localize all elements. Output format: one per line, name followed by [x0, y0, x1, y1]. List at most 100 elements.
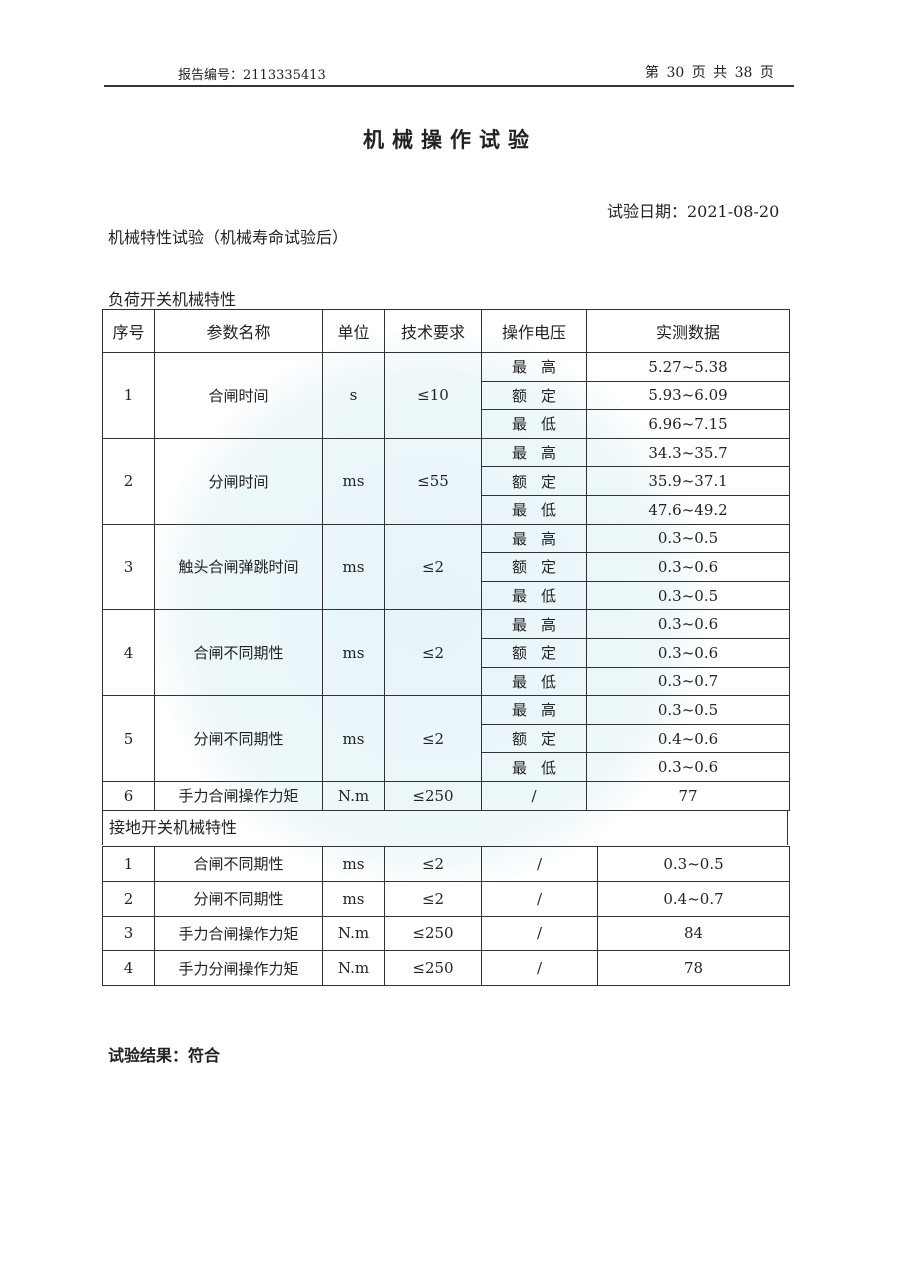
table-row: 5 分闸不同期性 ms ≤2 最高 0.3~0.5	[102, 695, 790, 782]
cell-name: 分闸不同期性	[154, 695, 323, 782]
cell-name: 手力合闸操作力矩	[154, 780, 323, 811]
column-header: 操作电压	[481, 309, 587, 353]
cell-voltage: 最高	[481, 609, 587, 639]
cell-name: 合闸不同期性	[154, 846, 323, 882]
cell-measured: 0.3~0.7	[586, 666, 790, 697]
table-row: 2 分闸时间 ms ≤55 最高 34.3~35.7	[102, 437, 790, 525]
cell-req: ≤10	[384, 352, 482, 439]
cell-unit: ms	[322, 695, 385, 782]
cell-req: ≤250	[384, 915, 482, 952]
cell-measured: 5.27~5.38	[586, 352, 790, 382]
cell-req: ≤2	[384, 846, 482, 882]
cell-unit: ms	[322, 609, 385, 697]
load-switch-table: 序号 参数名称 单位 技术要求 操作电压 实测数据 1 合闸时间 s ≤10 最高 5.27~5.3…	[102, 309, 790, 811]
cell-measured: 6.96~7.15	[586, 409, 790, 439]
cell-volt: /	[481, 880, 598, 917]
cell-value: 78	[597, 950, 790, 987]
cell-req: ≤2	[384, 523, 482, 611]
table-row: 3 手力合闸操作力矩 N.m ≤250/84	[102, 915, 790, 952]
cell-no: 5	[102, 695, 155, 782]
cell-voltage: 最低	[481, 580, 587, 611]
test-result: 试验结果：符合	[108, 1046, 221, 1065]
cell-measured: 5.93~6.09	[586, 380, 790, 411]
earth-switch-table: 1 合闸不同期性 ms ≤2/0.3~0.5 2 分闸不同期性 ms ≤2/0.4~0.7 3 手…	[102, 846, 790, 987]
load-switch-section: 负荷开关机械特性	[108, 290, 237, 309]
cell-no: 3	[102, 915, 155, 952]
table-row: 额定 0.3~0.6	[103, 637, 790, 668]
table-row: 4 手力分闸操作力矩 N.m ≤250/78	[102, 950, 790, 987]
cell-voltage: 额定	[481, 380, 587, 411]
cell-voltage: 额定	[481, 466, 587, 496]
cell-name: 合闸不同期性	[154, 609, 323, 697]
table-row: 6 手力合闸操作力矩 N.m ≤250/77	[102, 780, 790, 811]
cell-measured: 34.3~35.7	[586, 437, 790, 468]
earth-switch-section: 接地开关机械特性	[102, 810, 788, 845]
cell-measured: 0.3~0.5	[586, 580, 790, 611]
cell-measured: 0.3~0.5	[586, 695, 790, 725]
cell-value: 84	[597, 915, 790, 952]
page-title: 机械操作试验	[363, 127, 537, 152]
cell-no: 4	[102, 609, 155, 697]
table-row: 最低 0.3~0.7	[103, 666, 790, 697]
column-header: 技术要求	[384, 309, 482, 353]
cell-volt: /	[481, 846, 598, 882]
test-date: 试验日期：2021-08-20	[607, 202, 780, 221]
table-row: 1 合闸不同期性 ms ≤2/0.3~0.5	[102, 846, 790, 882]
cell-unit: N.m	[322, 950, 385, 987]
cell-req: ≤250	[384, 950, 482, 987]
cell-measured: 47.6~49.2	[586, 494, 790, 525]
cell-no: 1	[102, 352, 155, 439]
cell-unit: ms	[322, 437, 385, 525]
cell-unit: N.m	[322, 915, 385, 952]
header-divider	[104, 85, 794, 87]
cell-name: 手力分闸操作力矩	[154, 950, 323, 987]
cell-voltage: 最低	[481, 409, 587, 439]
table-row: 4 合闸不同期性 ms ≤2 最高 0.3~0.6	[102, 609, 790, 697]
cell-unit: s	[322, 352, 385, 439]
cell-value: 0.4~0.7	[597, 880, 790, 917]
table-row: 额定 0.3~0.6	[103, 552, 790, 582]
cell-unit: ms	[322, 523, 385, 611]
cell-volt: /	[481, 780, 587, 811]
cell-no: 3	[102, 523, 155, 611]
cell-no: 1	[102, 846, 155, 882]
cell-req: ≤55	[384, 437, 482, 525]
cell-name: 合闸时间	[154, 352, 323, 439]
cell-no: 6	[102, 780, 155, 811]
cell-req: ≤2	[384, 880, 482, 917]
table-row: 1 合闸时间 s ≤10 最高 5.27~5.38	[102, 352, 790, 439]
table-row: 额定 0.4~0.6	[103, 723, 790, 754]
cell-voltage: 最低	[481, 666, 587, 697]
cell-unit: ms	[322, 846, 385, 882]
report-number: 报告编号：2113335413	[178, 68, 326, 83]
cell-voltage: 额定	[481, 723, 587, 754]
cell-measured: 0.3~0.6	[586, 752, 790, 782]
cell-voltage: 额定	[481, 552, 587, 582]
table-row: 最低 0.3~0.6	[103, 752, 790, 782]
column-header: 序号	[102, 309, 155, 353]
cell-unit: ms	[322, 880, 385, 917]
cell-req: ≤2	[384, 695, 482, 782]
cell-value: 77	[586, 780, 790, 811]
cell-voltage: 最低	[481, 752, 587, 782]
cell-measured: 0.3~0.5	[586, 523, 790, 554]
table-row: 3 触头合闸弹跳时间 ms ≤2 最高 0.3~0.5	[102, 523, 790, 611]
cell-value: 0.3~0.5	[597, 846, 790, 882]
cell-measured: 0.3~0.6	[586, 609, 790, 639]
table-row: 最低 47.6~49.2	[103, 494, 790, 525]
cell-voltage: 最高	[481, 523, 587, 554]
table-row: 2 分闸不同期性 ms ≤2/0.4~0.7	[102, 880, 790, 917]
cell-name: 手力合闸操作力矩	[154, 915, 323, 952]
cell-no: 4	[102, 950, 155, 987]
cell-req: ≤250	[384, 780, 482, 811]
cell-unit: N.m	[322, 780, 385, 811]
cell-volt: /	[481, 915, 598, 952]
cell-voltage: 最高	[481, 352, 587, 382]
cell-voltage: 最高	[481, 695, 587, 725]
cell-measured: 0.3~0.6	[586, 637, 790, 668]
subtitle: 机械特性试验（机械寿命试验后）	[108, 228, 349, 247]
cell-no: 2	[102, 437, 155, 525]
table-row: 最低 0.3~0.5	[103, 580, 790, 611]
cell-voltage: 最高	[481, 437, 587, 468]
cell-voltage: 最低	[481, 494, 587, 525]
